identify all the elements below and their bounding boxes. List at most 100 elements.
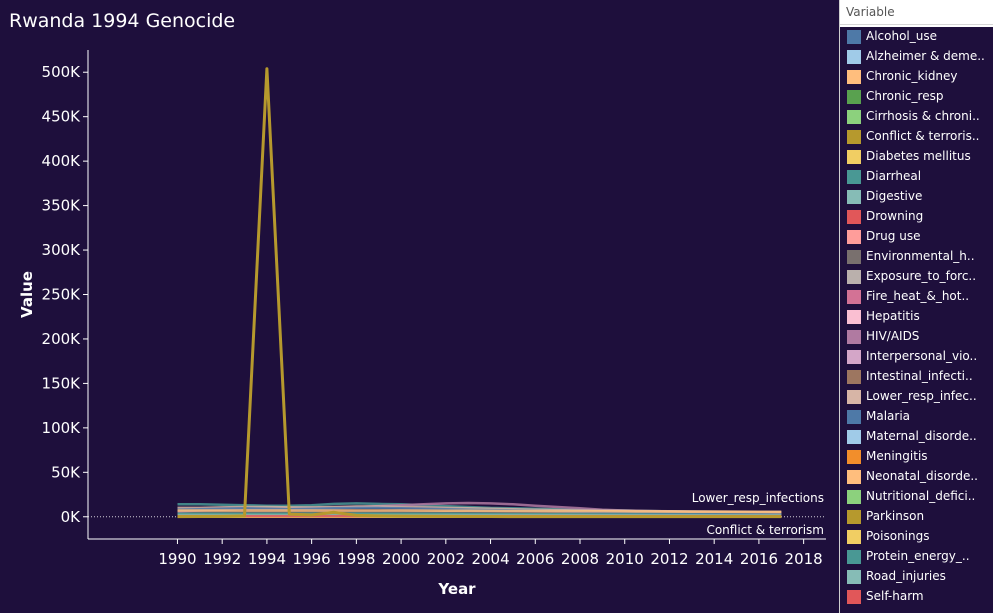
x-tick-label: 2002	[427, 550, 465, 568]
legend-swatch	[847, 470, 861, 484]
legend-label: Self-harm	[866, 589, 924, 603]
legend-item[interactable]: Parkinson	[840, 507, 993, 527]
chart-title: Rwanda 1994 Genocide	[9, 10, 236, 32]
y-tick-label: 200K	[42, 330, 82, 348]
legend-swatch	[847, 70, 861, 84]
y-tick-label: 350K	[42, 197, 82, 215]
legend-label: Malaria	[866, 409, 911, 423]
legend-item[interactable]: Neonatal_disorde..	[840, 467, 993, 487]
legend-swatch	[847, 110, 861, 124]
y-tick-label: 500K	[42, 63, 82, 81]
legend-item[interactable]: Drowning	[840, 207, 993, 227]
x-tick-label: 1998	[337, 550, 375, 568]
legend-label: Lower_resp_infec..	[866, 389, 977, 403]
legend-item[interactable]: Interpersonal_vio..	[840, 347, 993, 367]
legend-item[interactable]: Poisonings	[840, 527, 993, 547]
legend-label: Nutritional_defici..	[866, 489, 976, 503]
legend-item[interactable]: Fire_heat_&_hot..	[840, 287, 993, 307]
x-tick-label: 1992	[203, 550, 241, 568]
legend-label: Diarrheal	[866, 169, 922, 183]
x-tick-label: 2004	[471, 550, 509, 568]
legend-item[interactable]: Drug use	[840, 227, 993, 247]
legend-label: Cirrhosis & chroni..	[866, 109, 980, 123]
legend-swatch	[847, 490, 861, 504]
legend-swatch	[847, 310, 861, 324]
legend-swatch	[847, 210, 861, 224]
legend-item[interactable]: Conflict & terroris..	[840, 127, 993, 147]
legend-label: Chronic_resp	[866, 89, 944, 103]
legend-label: Meningitis	[866, 449, 928, 463]
legend-label: Environmental_h..	[866, 249, 975, 263]
legend-item[interactable]: Hepatitis	[840, 307, 993, 327]
legend-swatch	[847, 410, 861, 424]
legend-item[interactable]: Diarrheal	[840, 167, 993, 187]
legend-swatch	[847, 390, 861, 404]
legend-item[interactable]: Maternal_disorde..	[840, 427, 993, 447]
series-line-neonatal-disorde	[177, 509, 782, 514]
legend-swatch	[847, 290, 861, 304]
x-tick-label: 1994	[248, 550, 286, 568]
legend-label: Drug use	[866, 229, 921, 243]
legend-swatch	[847, 350, 861, 364]
legend-swatch	[847, 270, 861, 284]
x-tick-label: 1996	[293, 550, 331, 568]
legend-swatch	[847, 570, 861, 584]
legend-item[interactable]: Environmental_h..	[840, 247, 993, 267]
legend-swatch	[847, 90, 861, 104]
y-tick-label: 100K	[42, 419, 82, 437]
legend-item[interactable]: Malaria	[840, 407, 993, 427]
legend-item[interactable]: Road_injuries	[840, 567, 993, 587]
legend-label: Neonatal_disorde..	[866, 469, 978, 483]
legend-item[interactable]: Intestinal_infecti..	[840, 367, 993, 387]
legend-item[interactable]: Digestive	[840, 187, 993, 207]
legend-label: Alzheimer & deme..	[866, 49, 985, 63]
legend-item[interactable]: Nutritional_defici..	[840, 487, 993, 507]
y-tick-label: 450K	[42, 108, 82, 126]
legend-swatch	[847, 170, 861, 184]
legend-item[interactable]: Lower_resp_infec..	[840, 387, 993, 407]
legend-item[interactable]: Protein_energy_..	[840, 547, 993, 567]
x-tick-label: 1990	[158, 550, 196, 568]
legend-item[interactable]: HIV/AIDS	[840, 327, 993, 347]
legend-label: Exposure_to_forc..	[866, 269, 977, 283]
legend-item[interactable]: Alcohol_use	[840, 27, 993, 47]
legend-label: Interpersonal_vio..	[866, 349, 978, 363]
legend-title: Variable	[840, 0, 993, 25]
x-tick-label: 2006	[516, 550, 554, 568]
legend-label: Intestinal_infecti..	[866, 369, 973, 383]
legend-item[interactable]: Alzheimer & deme..	[840, 47, 993, 67]
legend-label: Maternal_disorde..	[866, 429, 977, 443]
legend-label: HIV/AIDS	[866, 329, 920, 343]
x-axis-label: Year	[437, 580, 476, 598]
legend-item[interactable]: Exposure_to_forc..	[840, 267, 993, 287]
annotation-lower-resp-infections: Lower_resp_infections	[692, 491, 824, 505]
y-tick-label: 150K	[42, 374, 82, 392]
series-line-conflict-terroris	[177, 67, 782, 519]
legend-swatch	[847, 130, 861, 144]
legend-label: Poisonings	[866, 529, 930, 543]
legend-swatch	[847, 510, 861, 524]
x-tick-label: 2012	[650, 550, 688, 568]
legend-item[interactable]: Diabetes mellitus	[840, 147, 993, 167]
legend-item[interactable]: Chronic_kidney	[840, 67, 993, 87]
legend-label: Drowning	[866, 209, 924, 223]
x-tick-label: 2010	[606, 550, 644, 568]
legend-item[interactable]: Meningitis	[840, 447, 993, 467]
legend-item[interactable]: Cirrhosis & chroni..	[840, 107, 993, 127]
legend-item[interactable]: Chronic_resp	[840, 87, 993, 107]
legend-swatch	[847, 230, 861, 244]
legend-list[interactable]: Alcohol_use Alzheimer & deme.. Chronic_kid…	[840, 27, 993, 613]
legend-swatch	[847, 550, 861, 564]
legend-label: Parkinson	[866, 509, 925, 523]
legend-swatch	[847, 250, 861, 264]
legend-label: Chronic_kidney	[866, 69, 958, 83]
legend-swatch	[847, 450, 861, 464]
legend-label: Hepatitis	[866, 309, 920, 323]
legend-item[interactable]: Self-harm	[840, 587, 993, 607]
x-tick-label: 2008	[561, 550, 599, 568]
y-tick-label: 300K	[42, 241, 82, 259]
legend-swatch	[847, 50, 861, 64]
legend-swatch	[847, 530, 861, 544]
y-tick-label: 400K	[42, 152, 82, 170]
x-tick-label: 2018	[785, 550, 823, 568]
